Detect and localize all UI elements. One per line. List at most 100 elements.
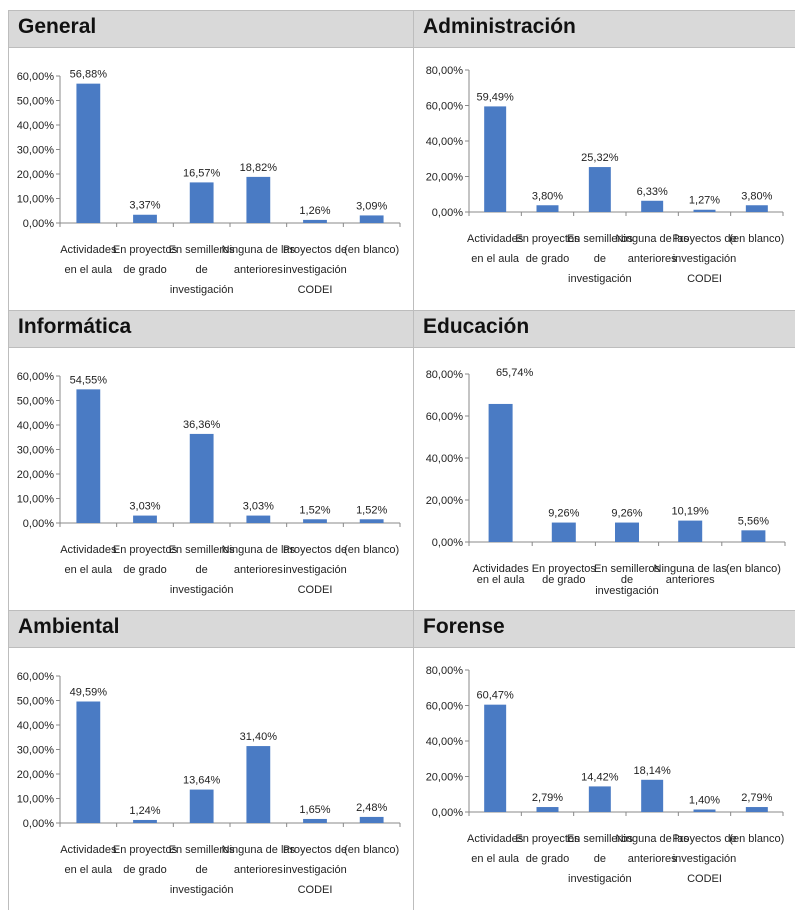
bar-chart: 0,00% 10,00% 20,00% 30,00% 40,00% 50,00% 60,00…	[8, 646, 413, 910]
y-tick-label: 60,00%	[426, 101, 464, 113]
data-label: 2,79%	[532, 792, 563, 804]
y-tick-label: 0,00%	[23, 218, 54, 230]
x-tick-label: Proyectos de	[283, 844, 347, 856]
bar	[536, 205, 559, 212]
y-tick-label: 60,00%	[426, 411, 464, 423]
x-tick-label: CODEI	[298, 584, 333, 596]
x-tick-label: en el aula	[471, 253, 520, 265]
x-tick-label: investigación	[283, 564, 347, 576]
x-tick-label: anteriores	[628, 853, 677, 865]
y-tick-label: 20,00%	[17, 469, 55, 481]
panel-header: Forense	[413, 610, 795, 648]
x-tick-label: de	[196, 864, 208, 876]
panel-header: General	[8, 10, 413, 48]
x-tick-label: CODEI	[298, 884, 333, 896]
y-tick-label: 40,00%	[17, 420, 55, 432]
data-label: 1,40%	[689, 795, 720, 807]
data-label: 3,03%	[243, 501, 274, 513]
y-tick-label: 80,00%	[426, 665, 464, 677]
x-tick-label: Proyectos de	[672, 833, 736, 845]
bar	[484, 704, 507, 812]
bar	[303, 519, 327, 523]
y-tick-label: 50,00%	[17, 696, 55, 708]
chart-svg: 0,00% 20,00% 40,00% 60,00% 80,00% 60,47% Activ…	[426, 665, 785, 885]
charts-grid: General 0,00% 10,00% 20,00% 30,00% 40,00% 50,…	[8, 10, 795, 910]
x-tick-label: Ninguna de las	[222, 844, 296, 856]
bar	[641, 779, 664, 812]
y-tick-label: 50,00%	[17, 396, 55, 408]
x-tick-label: Proyectos de	[283, 244, 347, 256]
x-tick-label: (en blanco)	[344, 844, 399, 856]
y-tick-label: 40,00%	[426, 453, 464, 465]
data-label: 31,40%	[240, 731, 278, 743]
panel-header: Ambiental	[8, 610, 413, 648]
x-tick-label: En semilleros	[169, 244, 236, 256]
x-tick-label: Actividades	[467, 833, 524, 845]
bar	[359, 215, 384, 223]
y-tick-label: 0,00%	[432, 537, 463, 549]
x-tick-label: de	[594, 853, 606, 865]
x-tick-label: En proyectos	[515, 233, 580, 245]
x-tick-label: anteriores	[234, 264, 283, 276]
x-tick-label: En proyectos	[113, 844, 178, 856]
bar	[359, 519, 384, 523]
data-label: 3,80%	[532, 190, 563, 202]
x-tick-label: Ninguna de las	[222, 244, 296, 256]
bar	[76, 701, 101, 823]
bar	[246, 176, 271, 223]
bar	[615, 522, 639, 542]
x-tick-label: En semilleros	[594, 563, 661, 575]
x-tick-label: de grado	[526, 253, 569, 265]
x-tick-label: investigación	[170, 284, 234, 296]
x-tick-label: Actividades	[60, 244, 117, 256]
x-tick-label: en el aula	[64, 264, 113, 276]
y-tick-label: 60,00%	[426, 701, 464, 713]
y-tick-label: 60,00%	[17, 371, 55, 383]
panel-title: Informática	[18, 315, 132, 338]
y-tick-label: 40,00%	[426, 736, 464, 748]
y-tick-label: 30,00%	[17, 145, 55, 157]
x-tick-label: Actividades	[60, 844, 117, 856]
x-tick-label: investigación	[170, 884, 234, 896]
x-tick-label: en el aula	[64, 564, 113, 576]
bar	[678, 520, 703, 542]
bar-chart: 0,00% 10,00% 20,00% 30,00% 40,00% 50,00% 60,00…	[8, 346, 413, 610]
x-tick-label: anteriores	[666, 574, 715, 586]
x-tick-label: (en blanco)	[344, 544, 399, 556]
x-tick-label: de grado	[526, 853, 569, 865]
bar	[693, 809, 716, 812]
y-tick-label: 10,00%	[17, 194, 55, 206]
bar-chart: 0,00% 20,00% 40,00% 60,00% 80,00% 59,49% Activ…	[413, 46, 795, 310]
bar	[76, 389, 101, 523]
x-tick-label: de	[621, 574, 633, 586]
data-label: 2,79%	[741, 792, 772, 804]
x-tick-label: de grado	[123, 264, 166, 276]
bar	[246, 746, 271, 823]
y-tick-label: 40,00%	[17, 120, 55, 132]
bar-chart: 0,00% 20,00% 40,00% 60,00% 80,00% 65,74% Activ…	[413, 346, 795, 610]
grid-divider	[413, 10, 414, 910]
data-label: 13,64%	[183, 775, 221, 787]
x-tick-label: Actividades	[60, 544, 117, 556]
x-tick-label: investigación	[283, 264, 347, 276]
y-tick-label: 60,00%	[17, 71, 55, 83]
y-tick-label: 40,00%	[17, 720, 55, 732]
x-tick-label: en el aula	[477, 574, 526, 586]
bar	[693, 209, 716, 212]
bar	[303, 818, 327, 823]
y-tick-label: 80,00%	[426, 65, 464, 77]
chart-panel-informatica: Informática 0,00% 10,00% 20,00% 30,00% 40,00…	[8, 310, 413, 610]
data-label: 1,52%	[356, 504, 387, 516]
x-tick-label: En proyectos	[515, 833, 580, 845]
bar	[189, 433, 214, 523]
bar	[488, 403, 513, 542]
y-tick-label: 80,00%	[426, 369, 464, 381]
x-tick-label: Ninguna de las	[654, 563, 728, 575]
grid-divider	[8, 10, 9, 910]
x-tick-label: anteriores	[234, 864, 283, 876]
chart-svg: 0,00% 20,00% 40,00% 60,00% 80,00% 59,49% Activ…	[426, 65, 785, 285]
data-label: 18,82%	[240, 162, 278, 174]
x-tick-label: de grado	[123, 564, 166, 576]
y-tick-label: 10,00%	[17, 494, 55, 506]
bar	[588, 167, 611, 212]
